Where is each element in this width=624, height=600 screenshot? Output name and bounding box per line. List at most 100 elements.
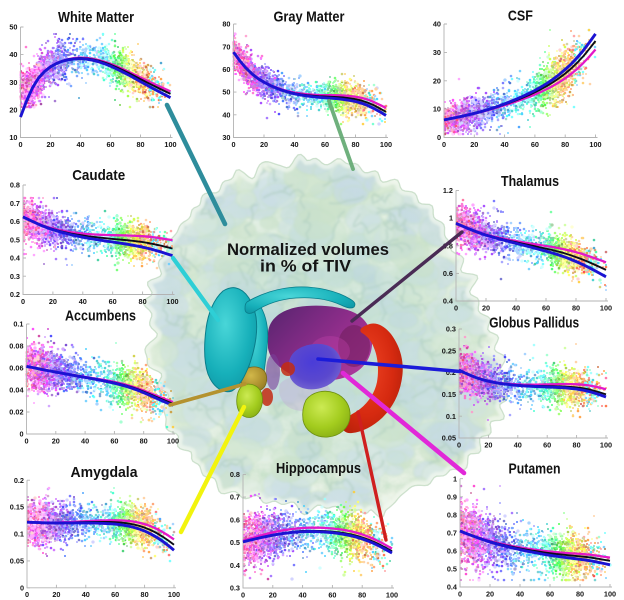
- svg-text:0.4: 0.4: [230, 561, 241, 570]
- svg-text:80: 80: [222, 20, 230, 29]
- svg-text:0.04: 0.04: [9, 386, 24, 395]
- svg-text:0.05: 0.05: [442, 434, 456, 443]
- svg-text:0.1: 0.1: [13, 320, 23, 329]
- svg-text:0.15: 0.15: [10, 503, 24, 512]
- svg-text:0.7: 0.7: [230, 493, 240, 502]
- svg-text:100: 100: [164, 140, 176, 149]
- svg-text:0.6: 0.6: [443, 269, 453, 278]
- svg-text:20: 20: [9, 106, 17, 115]
- svg-text:20: 20: [486, 589, 494, 598]
- svg-text:20: 20: [52, 590, 60, 599]
- svg-text:50: 50: [222, 88, 230, 97]
- svg-text:0.8: 0.8: [10, 181, 20, 190]
- svg-text:80: 80: [136, 140, 144, 149]
- svg-text:10: 10: [9, 133, 17, 142]
- svg-text:40: 40: [81, 436, 89, 445]
- svg-text:40: 40: [82, 590, 90, 599]
- svg-text:0.15: 0.15: [442, 390, 456, 399]
- svg-text:40: 40: [76, 140, 84, 149]
- svg-text:60: 60: [543, 440, 551, 449]
- svg-text:White Matter: White Matter: [58, 9, 134, 26]
- svg-text:20: 20: [482, 303, 490, 312]
- svg-text:Amygdala: Amygdala: [71, 464, 139, 481]
- svg-text:Accumbens: Accumbens: [65, 308, 136, 325]
- svg-text:0.4: 0.4: [10, 254, 21, 263]
- svg-text:0: 0: [231, 140, 235, 149]
- svg-text:40: 40: [516, 589, 524, 598]
- svg-text:CSF: CSF: [508, 8, 533, 25]
- svg-text:40: 40: [290, 140, 298, 149]
- svg-text:Caudate: Caudate: [72, 167, 125, 184]
- svg-text:0.2: 0.2: [14, 476, 24, 485]
- svg-text:0.05: 0.05: [10, 557, 24, 566]
- svg-text:20: 20: [433, 76, 441, 85]
- svg-text:100: 100: [386, 590, 398, 599]
- svg-text:60: 60: [106, 140, 114, 149]
- svg-text:0.5: 0.5: [447, 565, 457, 574]
- svg-text:0.8: 0.8: [447, 510, 457, 519]
- svg-text:Putamen: Putamen: [509, 460, 561, 477]
- svg-text:0.1: 0.1: [14, 530, 24, 539]
- svg-text:0: 0: [24, 436, 28, 445]
- svg-text:0: 0: [241, 590, 245, 599]
- svg-text:80: 80: [140, 436, 148, 445]
- svg-text:20: 20: [52, 436, 60, 445]
- svg-text:0: 0: [18, 140, 22, 149]
- svg-text:60: 60: [546, 589, 554, 598]
- svg-text:40: 40: [512, 303, 520, 312]
- svg-text:60: 60: [111, 590, 119, 599]
- svg-text:20: 20: [269, 590, 277, 599]
- svg-text:80: 80: [351, 140, 359, 149]
- svg-text:0.3: 0.3: [446, 325, 456, 334]
- svg-text:40: 40: [433, 20, 441, 29]
- svg-text:30: 30: [9, 78, 17, 87]
- svg-text:60: 60: [222, 65, 230, 74]
- svg-text:20: 20: [260, 140, 268, 149]
- svg-text:0.8: 0.8: [230, 470, 240, 479]
- svg-text:Globus Pallidus: Globus Pallidus: [489, 314, 579, 331]
- svg-text:30: 30: [433, 48, 441, 57]
- svg-text:0.02: 0.02: [9, 408, 23, 417]
- svg-text:80: 80: [572, 303, 580, 312]
- svg-text:60: 60: [531, 140, 539, 149]
- svg-text:80: 80: [561, 140, 569, 149]
- svg-text:60: 60: [542, 303, 550, 312]
- svg-text:0: 0: [25, 590, 29, 599]
- svg-text:0.06: 0.06: [9, 364, 23, 373]
- svg-text:80: 80: [576, 589, 584, 598]
- svg-text:0.4: 0.4: [443, 297, 454, 306]
- svg-text:0.6: 0.6: [447, 547, 457, 556]
- svg-text:0: 0: [21, 297, 25, 306]
- svg-text:0: 0: [442, 140, 446, 149]
- svg-text:Hippocampus: Hippocampus: [276, 460, 361, 477]
- svg-text:40: 40: [9, 50, 17, 59]
- svg-text:0.08: 0.08: [9, 342, 23, 351]
- svg-text:1: 1: [449, 214, 453, 223]
- svg-text:0: 0: [20, 583, 24, 592]
- svg-text:Normalized volumes: Normalized volumes: [227, 241, 389, 259]
- svg-text:0.2: 0.2: [10, 290, 20, 299]
- svg-text:100: 100: [589, 140, 601, 149]
- svg-text:0.3: 0.3: [230, 584, 240, 593]
- svg-text:0.7: 0.7: [447, 529, 457, 538]
- svg-text:0.8: 0.8: [443, 241, 453, 250]
- svg-text:100: 100: [600, 440, 612, 449]
- svg-text:100: 100: [168, 590, 180, 599]
- svg-text:40: 40: [501, 140, 509, 149]
- svg-text:0.6: 0.6: [10, 217, 20, 226]
- svg-text:100: 100: [167, 436, 179, 445]
- svg-text:40: 40: [222, 110, 230, 119]
- svg-text:0.25: 0.25: [442, 346, 456, 355]
- svg-text:0.1: 0.1: [446, 412, 456, 421]
- svg-text:1.2: 1.2: [443, 186, 453, 195]
- svg-text:100: 100: [380, 140, 392, 149]
- svg-text:20: 20: [46, 140, 54, 149]
- svg-text:100: 100: [604, 589, 616, 598]
- svg-text:80: 80: [573, 440, 581, 449]
- svg-text:80: 80: [139, 297, 147, 306]
- svg-text:100: 100: [166, 297, 178, 306]
- svg-text:40: 40: [514, 440, 522, 449]
- svg-text:70: 70: [222, 42, 230, 51]
- svg-text:60: 60: [110, 436, 118, 445]
- svg-text:40: 40: [299, 590, 307, 599]
